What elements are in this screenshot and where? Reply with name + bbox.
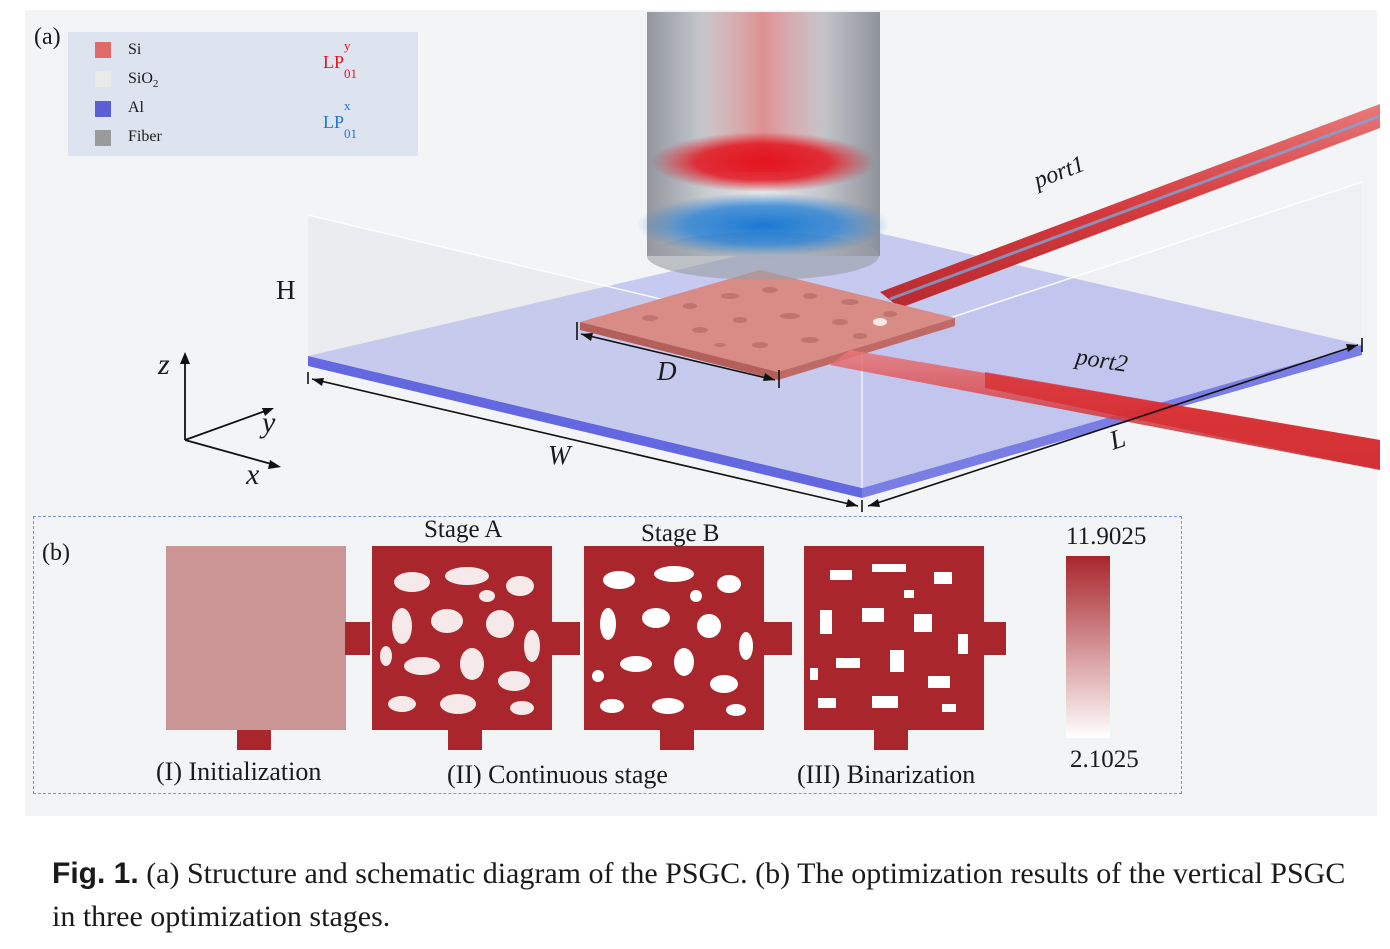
- y-axis-label: y: [262, 406, 276, 439]
- grating-coupler: [580, 270, 955, 372]
- grating-holes: [642, 287, 897, 348]
- panel-a-label: (a): [34, 24, 61, 50]
- legend-al: Al: [128, 99, 144, 116]
- x-axis-label: x: [246, 458, 260, 491]
- panel-b-frame: [33, 516, 1182, 794]
- colorbar-min-label: 2.1025: [1070, 746, 1139, 773]
- sio2-front-face: [308, 215, 862, 488]
- legend-fiber: Fiber: [128, 128, 162, 145]
- coordinate-axes: [180, 352, 281, 469]
- figure-caption: Fig. 1. (a) Structure and schematic diag…: [52, 852, 1372, 938]
- stage-a-design: [372, 546, 580, 750]
- caption-initialization: (I) Initialization: [156, 757, 322, 786]
- stage-b-title: Stage B: [641, 520, 720, 547]
- height-label: H: [276, 275, 296, 305]
- legend: Si SiO2 Al Fiber: [68, 32, 418, 156]
- legend-sio2: SiO2: [128, 70, 159, 91]
- dimension-lines: [307, 322, 1363, 512]
- z-axis-label: z: [158, 348, 170, 381]
- coupler-size-label: D: [657, 356, 677, 386]
- width-label: W: [548, 440, 571, 470]
- stage-a-title: Stage A: [424, 516, 503, 543]
- aluminum-plate-side-edge: [862, 345, 1362, 498]
- legend-lp01x: LP x 01: [323, 98, 358, 141]
- caption-binarization: (III) Binarization: [797, 760, 976, 789]
- panel-b-label: (b): [42, 540, 70, 566]
- stage-b-design: [584, 546, 792, 750]
- caption-text: (a) Structure and schematic diagram of t…: [52, 857, 1346, 933]
- legend-lp01y: LP y 01: [323, 38, 358, 81]
- lp01x-mode-field: [637, 193, 889, 257]
- aluminum-plate-front-edge: [308, 356, 862, 498]
- al-swatch: [95, 101, 111, 117]
- fiber-swatch: [95, 130, 111, 146]
- legend-si: Si: [128, 41, 142, 58]
- sio2-side-face: [862, 182, 1362, 488]
- lp01y-mode-field: [651, 132, 875, 192]
- initialization-design: [166, 546, 370, 750]
- colorbar-max-label: 11.9025: [1066, 523, 1147, 550]
- sio2-swatch: [95, 71, 111, 87]
- binarization-design: [804, 546, 1006, 750]
- colorbar: [1066, 556, 1110, 738]
- caption-continuous-stage: (II) Continuous stage: [447, 760, 668, 789]
- si-swatch: [95, 42, 111, 58]
- figure-number: Fig. 1.: [52, 857, 139, 890]
